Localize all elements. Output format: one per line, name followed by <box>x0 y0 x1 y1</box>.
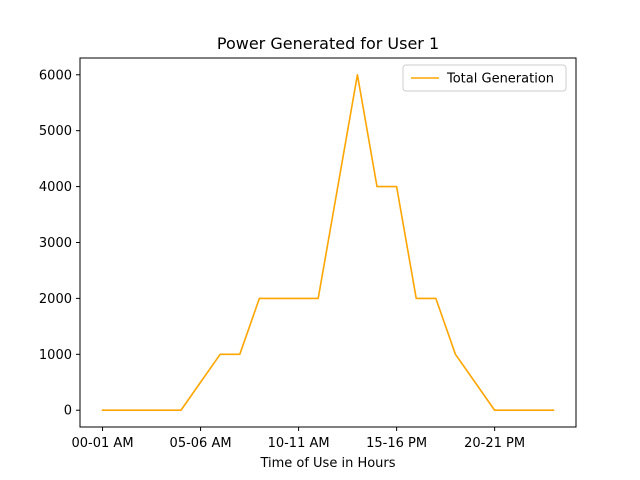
x-tick-label: 20-21 PM <box>464 436 525 451</box>
x-tick-label: 15-16 PM <box>366 436 427 451</box>
y-tick-label: 4000 <box>39 180 72 195</box>
y-tick-label: 3000 <box>39 236 72 251</box>
legend-label-0: Total Generation <box>446 72 554 87</box>
chart-title: Power Generated for User 1 <box>217 34 439 53</box>
y-tick-label: 0 <box>64 404 72 419</box>
axes: 0 1000 2000 3000 4000 5000 6000 00-01 AM 05-06 A… <box>39 57 577 451</box>
legend: Total Generation <box>402 64 567 92</box>
x-tick-label: 10-11 AM <box>268 436 330 451</box>
series-line-0 <box>101 73 555 412</box>
y-tick-label: 1000 <box>39 348 72 363</box>
x-axis-label: Time of Use in Hours <box>259 456 395 471</box>
x-tick-label: 00-01 AM <box>72 436 134 451</box>
y-tick-label: 5000 <box>39 124 72 139</box>
plot-area <box>101 73 555 412</box>
x-tick-label: 05-06 AM <box>170 436 232 451</box>
y-tick-label: 2000 <box>39 292 72 307</box>
legend-box <box>402 64 567 92</box>
y-tick-label: 6000 <box>39 68 72 83</box>
